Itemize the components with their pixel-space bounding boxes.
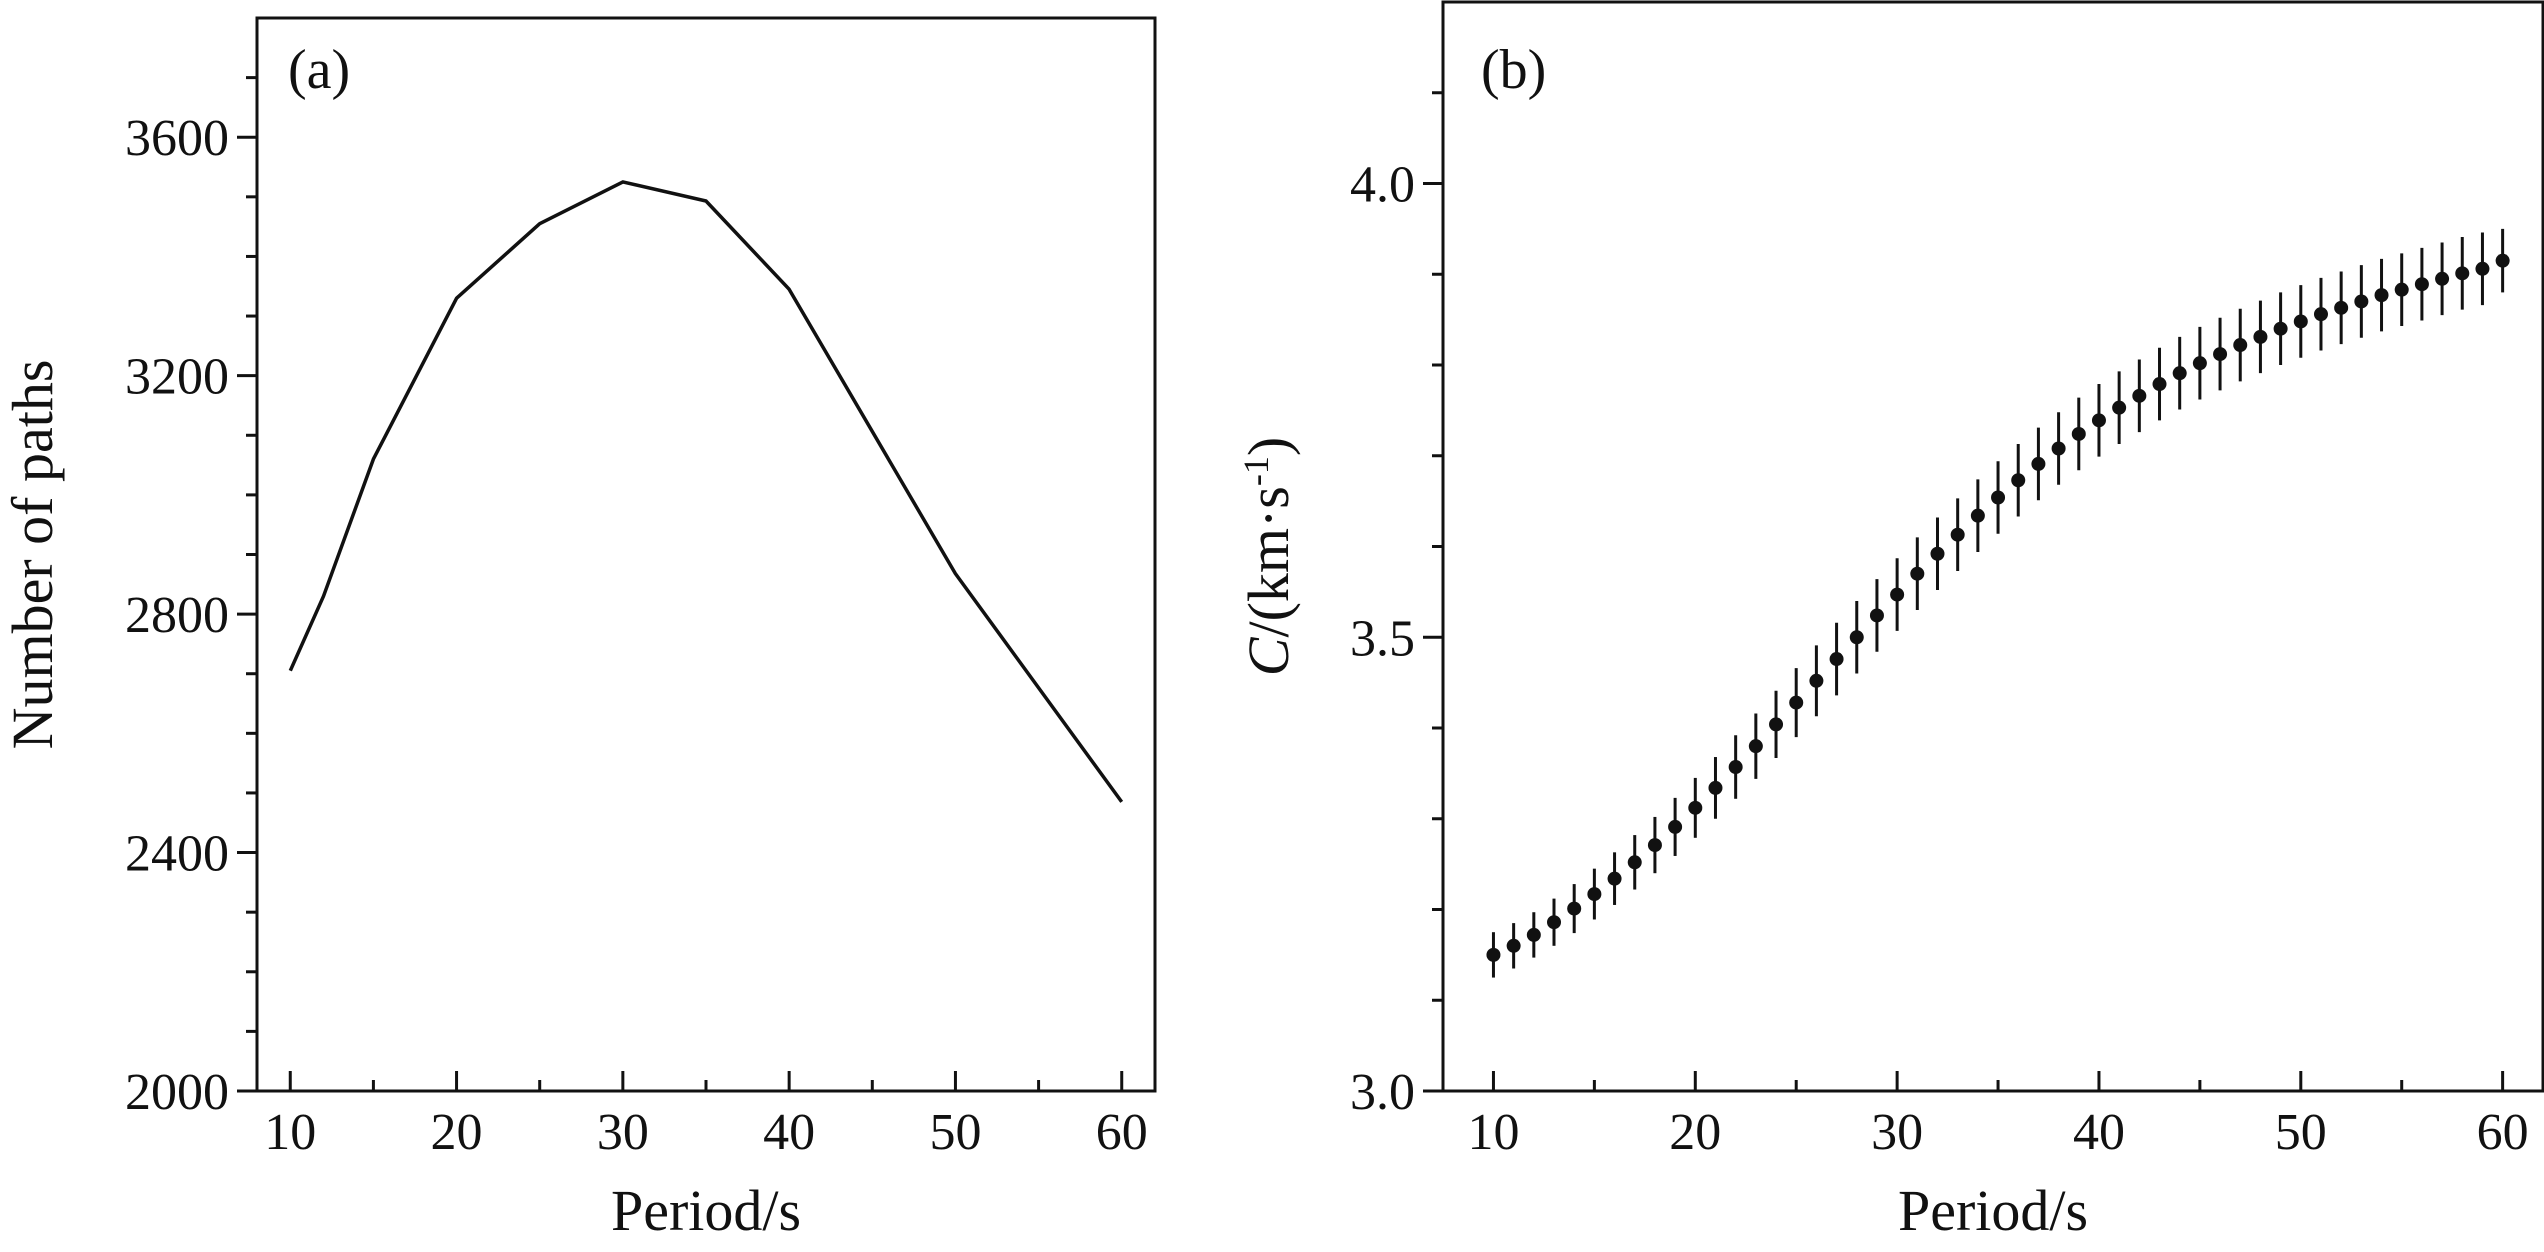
data-point (2071, 426, 2086, 441)
data-point (1849, 630, 1864, 645)
data-point (2213, 347, 2228, 362)
y-tick-label: 3200 (125, 349, 229, 406)
plot-frame (1441, 0, 2544, 1093)
data-point (2273, 321, 2288, 336)
x-tick-label: 60 (2477, 1104, 2529, 1161)
y-tick-label: 2800 (125, 587, 229, 644)
series-line (288, 180, 1124, 803)
x-tick-label: 20 (1669, 1104, 1721, 1161)
data-point (2374, 288, 2389, 303)
data-point (1587, 887, 1602, 902)
data-point (2132, 388, 2147, 403)
x-tick-label: 40 (763, 1104, 815, 1161)
panel-label-a: (a) (288, 39, 350, 101)
data-point (1567, 901, 1582, 916)
x-tick-label: 10 (1467, 1104, 1519, 1161)
data-point (1869, 608, 1884, 623)
y-tick-label: 2000 (125, 1064, 229, 1121)
data-point (2334, 300, 2349, 315)
y-tick-label: 3.5 (1350, 610, 1415, 667)
data-point (2031, 456, 2046, 471)
data-point (2152, 377, 2167, 392)
y-tick-label: 4.0 (1350, 157, 1415, 214)
x-tick-label: 30 (1871, 1104, 1923, 1161)
x-tick-label: 50 (929, 1104, 981, 1161)
x-axis-title: Period/s (611, 1178, 801, 1243)
plot-frame (255, 16, 1157, 1093)
data-point (1809, 673, 1824, 688)
y-tick-label: 3.0 (1350, 1064, 1415, 1121)
data-point (1910, 566, 1925, 581)
x-axis-title: Period/s (1898, 1178, 2088, 1243)
x-tick-label: 60 (1096, 1104, 1148, 1161)
data-point (2293, 314, 2308, 329)
data-point (1688, 800, 1703, 815)
data-point (1607, 871, 1622, 886)
data-point (1627, 855, 1642, 870)
chart-panel-b: (b) 10 20 30 40 50 60 3.0 3.5 4.0 Period/s C/(km·s… (1236, 0, 2544, 1243)
data-point (2233, 338, 2248, 353)
data-point (2051, 441, 2066, 456)
data-point (1769, 717, 1784, 732)
data-point (2192, 356, 2207, 371)
data-point (2475, 261, 2490, 276)
y-axis-title: Number of paths (0, 360, 65, 750)
data-point (1789, 695, 1804, 710)
panel-label-b: (b) (1481, 39, 1546, 101)
data-point (2414, 277, 2429, 292)
chart-panel-a: (a) 10 20 30 40 50 60 2000 2400 2800 3200 3600 Peri… (0, 16, 1157, 1243)
y-tick-label: 3600 (125, 110, 229, 167)
x-tick-label: 30 (597, 1104, 649, 1161)
data-point (1991, 490, 2006, 505)
data-point (2253, 329, 2268, 344)
data-point (1890, 587, 1905, 602)
data-point (1486, 947, 1501, 962)
data-point (1668, 819, 1683, 834)
data-point (1547, 915, 1562, 930)
data-point (2313, 307, 2328, 322)
data-point (1728, 760, 1743, 775)
y-axis-title: C/(km·s-1) (1236, 437, 1301, 676)
data-point (1647, 838, 1662, 853)
data-point (2455, 266, 2470, 281)
data-point (2172, 366, 2187, 381)
data-point (1708, 780, 1723, 795)
data-point (2112, 400, 2127, 415)
data-point (2435, 271, 2450, 286)
data-point (2394, 282, 2409, 297)
data-point (2011, 473, 2026, 488)
data-point (2091, 413, 2106, 428)
x-tick-label: 50 (2275, 1104, 2327, 1161)
data-point (1950, 527, 1965, 542)
data-point (1829, 652, 1844, 667)
data-point (1970, 508, 1985, 523)
x-tick-label: 20 (431, 1104, 483, 1161)
x-tick-label: 10 (264, 1104, 316, 1161)
data-point (1930, 546, 1945, 561)
data-point (1526, 927, 1541, 942)
data-point (2495, 253, 2510, 268)
data-point (2354, 294, 2369, 309)
data-point (1748, 739, 1763, 754)
x-tick-label: 40 (2073, 1104, 2125, 1161)
y-tick-label: 2400 (125, 826, 229, 883)
data-point (1506, 938, 1521, 953)
